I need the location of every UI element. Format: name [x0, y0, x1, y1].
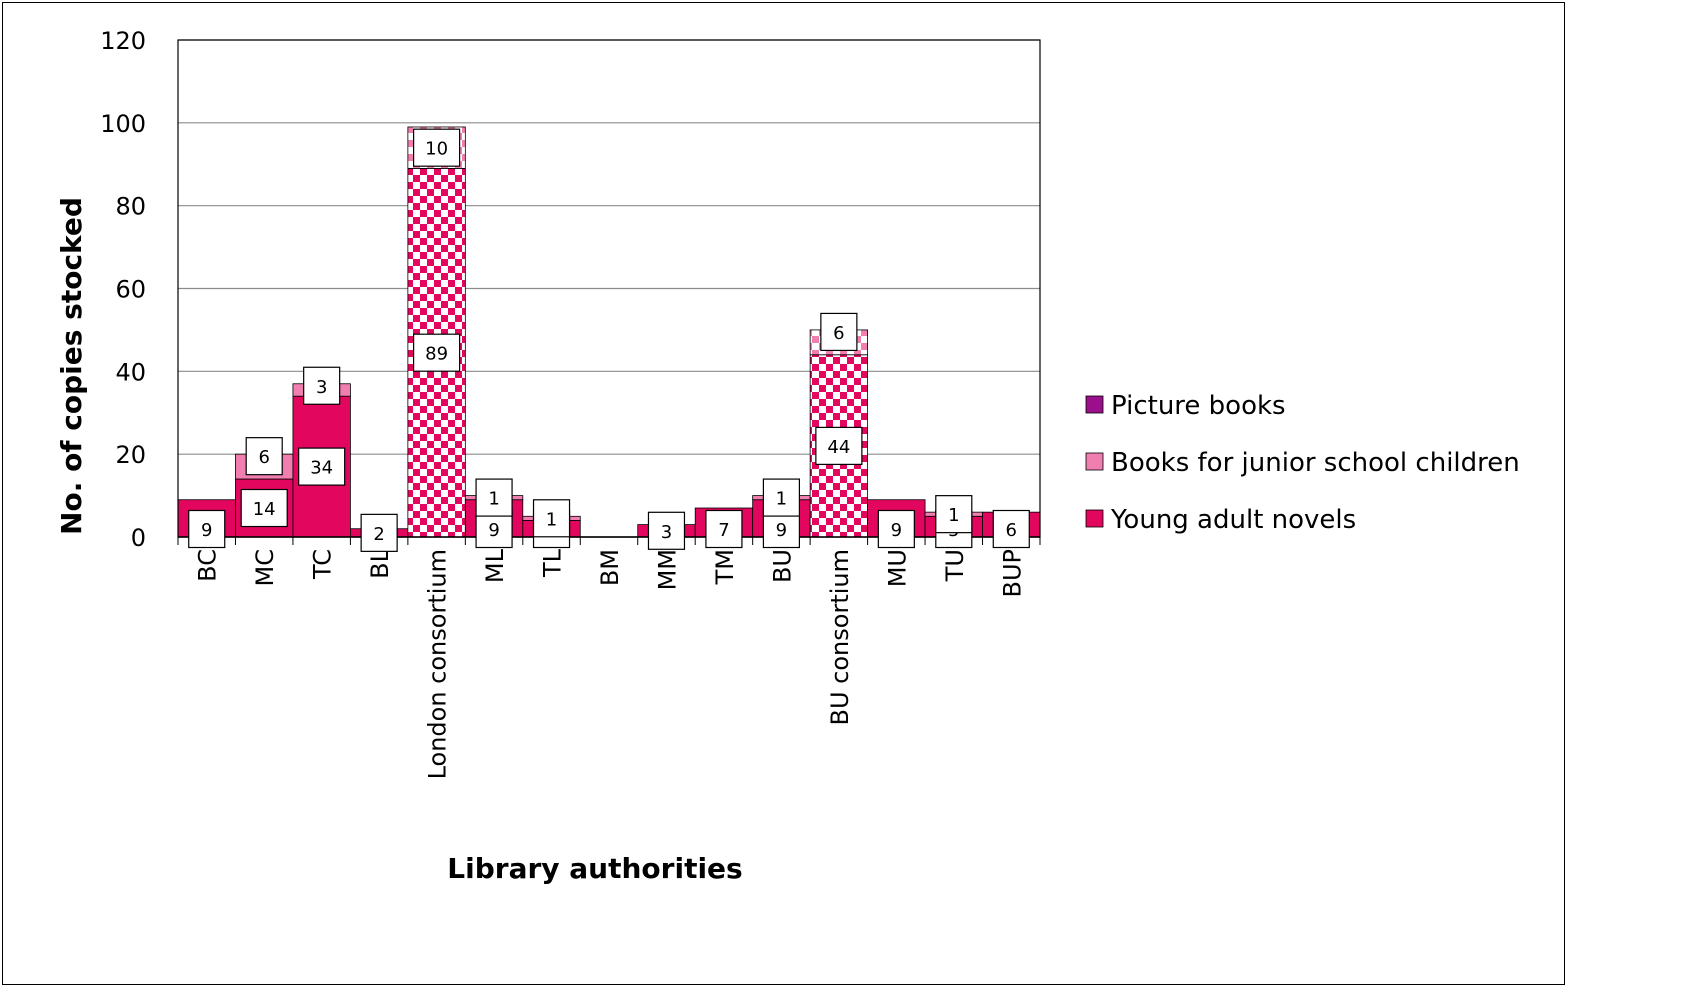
data-label: 89 [413, 333, 461, 372]
data-label-text: 1 [776, 489, 787, 510]
data-label-text: 14 [253, 499, 276, 520]
data-label-text: 1 [488, 489, 499, 510]
x-axis-title: Library authorities [447, 852, 742, 885]
data-label-text: 10 [425, 139, 448, 160]
data-label-text: 6 [1006, 520, 1017, 541]
data-label-box [303, 366, 341, 405]
y-axis-title: No. of copies stocked [55, 197, 88, 535]
data-label-box [992, 509, 1030, 549]
data-label-box [647, 511, 686, 550]
legend: Picture books Books for junior school chi… [1085, 391, 1520, 535]
x-tick-label: MU [883, 549, 911, 587]
data-label: 1 [762, 478, 801, 517]
x-tick-label: BU [768, 549, 796, 583]
data-label-text: 7 [718, 520, 729, 541]
data-label-box [705, 509, 743, 549]
data-label: 1 [935, 495, 973, 534]
data-label-box [188, 509, 226, 549]
data-label: 44 [815, 426, 863, 465]
data-label: 6 [245, 437, 283, 476]
data-label-text: 44 [827, 437, 850, 458]
data-label-text: 1 [948, 505, 959, 526]
data-label-text: 89 [425, 344, 448, 365]
data-label-text: 6 [258, 447, 269, 468]
data-label: 1 [532, 499, 571, 538]
data-label: 34 [298, 447, 346, 486]
x-tick-label: BUP [998, 549, 1026, 598]
data-label-text: 1 [546, 509, 557, 530]
data-label-box [532, 499, 571, 538]
legend-swatch [1085, 452, 1104, 471]
legend-label: Young adult novels [1110, 505, 1356, 535]
x-tick-label: BM [596, 549, 624, 586]
data-label-text: 9 [201, 520, 212, 541]
y-tick-label: 120 [100, 27, 146, 55]
data-label-box [245, 437, 283, 476]
data-label-box [877, 509, 915, 549]
data-label-text: 9 [488, 520, 499, 541]
data-labels: 914634328910914137914469516 [188, 128, 1030, 552]
data-label-box [475, 478, 513, 517]
data-label: 10 [413, 128, 461, 167]
data-label-box [360, 513, 398, 552]
data-label: 3 [303, 366, 341, 405]
data-label: 3 [647, 511, 686, 550]
x-tick-label: London consortium [424, 549, 452, 779]
legend-entry: Picture books [1085, 391, 1286, 421]
data-label-box [298, 447, 346, 486]
x-tick-label: TU [941, 549, 969, 582]
data-label-text: 9 [776, 520, 787, 541]
legend-swatch [1085, 395, 1104, 414]
data-label-box [820, 312, 858, 352]
x-tick-label: TC [309, 549, 337, 580]
data-label-box [762, 478, 801, 517]
data-label: 6 [992, 509, 1030, 549]
data-label-text: 6 [833, 323, 844, 344]
data-label-text: 3 [316, 377, 327, 398]
legend-label: Books for junior school children [1111, 448, 1520, 478]
data-label: 1 [475, 478, 513, 517]
data-label-box [413, 128, 461, 167]
x-tick-label: BC [194, 549, 222, 582]
data-label: 2 [360, 513, 398, 552]
y-tick-label: 60 [115, 276, 146, 304]
y-tick-label: 80 [115, 193, 146, 221]
data-label-box [240, 488, 288, 528]
data-label: 9 [877, 509, 915, 549]
x-tick-label: TM [711, 549, 739, 585]
data-label: 14 [240, 488, 288, 528]
data-label-box [935, 495, 973, 534]
x-tick-label: TL [539, 548, 567, 578]
y-tick-labels: 0 20 40 60 80 100 120 [100, 27, 146, 552]
data-label-box [413, 333, 461, 372]
data-label: 9 [188, 509, 226, 549]
x-tick-label: BL [366, 548, 394, 578]
y-tick-label: 40 [115, 358, 146, 386]
x-tick-label: ML [481, 548, 509, 583]
data-label: 7 [705, 509, 743, 549]
legend-entry: Young adult novels [1085, 505, 1356, 535]
legend-entry: Books for junior school children [1085, 448, 1520, 478]
data-label-text: 9 [891, 520, 902, 541]
x-tick-label: MM [653, 549, 681, 590]
data-label: 6 [820, 312, 858, 352]
data-label-text: 3 [661, 522, 672, 543]
legend-swatch [1085, 509, 1104, 528]
y-tick-label: 20 [115, 441, 146, 469]
data-label-text: 34 [310, 458, 333, 479]
y-tick-label: 100 [100, 110, 146, 138]
x-tick-labels: BC MC TC BL London consortium ML TL BM MM TM BU BU … [194, 548, 1027, 779]
y-tick-label: 0 [131, 524, 146, 552]
legend-label: Picture books [1111, 391, 1286, 421]
x-tick-label: BU consortium [826, 549, 854, 725]
x-tick-label: MC [251, 549, 279, 586]
data-label-text: 2 [373, 524, 384, 545]
data-label-box [815, 426, 863, 465]
